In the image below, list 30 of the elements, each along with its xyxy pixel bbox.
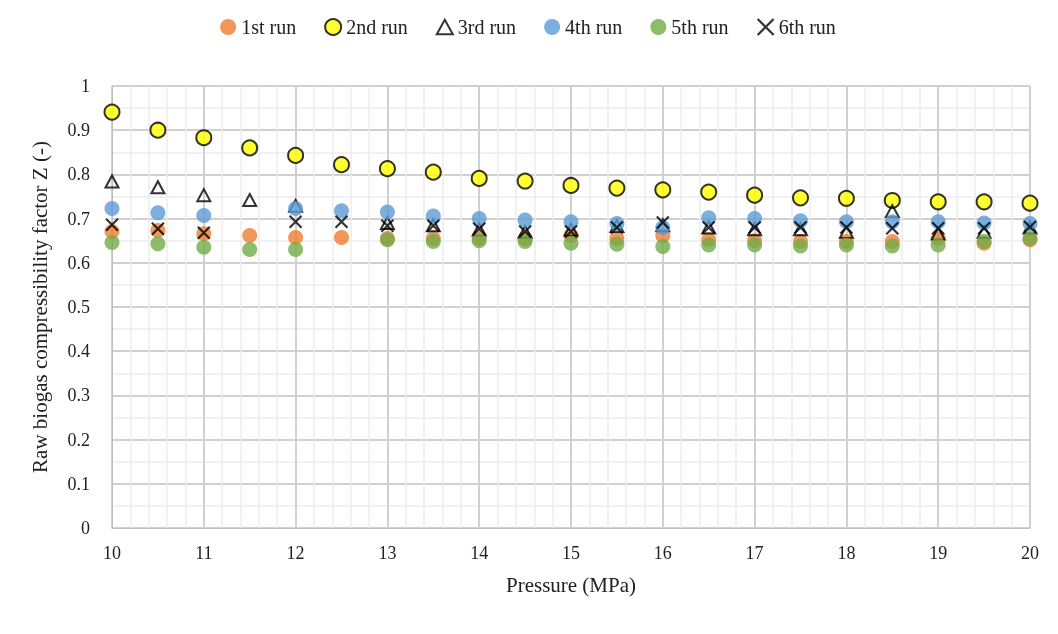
x-axis-title: Pressure (MPa): [505, 572, 637, 597]
y-tick-label: 0.2: [67, 429, 90, 450]
legend-label: 6th run: [778, 16, 836, 38]
x-tick-label: 18: [837, 543, 856, 563]
x-tick-label: 12: [286, 543, 305, 563]
legend-label: 5th run: [671, 16, 729, 38]
y-tick-label: 0.4: [67, 341, 90, 362]
y-tick-label: 0.9: [67, 120, 90, 141]
y-tick-label: 0.1: [67, 473, 90, 494]
x-tick-label: 20: [1021, 543, 1039, 563]
x-tick-label: 17: [745, 543, 764, 563]
x-tick-label: 19: [929, 543, 948, 563]
y-axis-title: Raw biogas compressibility factor Z (-): [27, 141, 52, 473]
legend-label: 4th run: [565, 16, 623, 38]
y-tick-label: 1: [81, 76, 90, 96]
y-tick-label: 0.7: [67, 208, 90, 229]
x-tick-label: 15: [562, 543, 580, 563]
x-tick-label: 11: [195, 543, 213, 563]
y-tick-label: 0.3: [67, 385, 90, 406]
y-tick-label: 0.8: [67, 164, 90, 185]
legend-label: 2nd run: [346, 16, 408, 38]
y-tick-label: 0: [81, 518, 90, 538]
y-tick-label: 0.6: [67, 252, 90, 273]
legend-label: 1st run: [241, 16, 297, 38]
y-tick-label: 0.5: [67, 297, 90, 317]
legend-label: 3rd run: [457, 16, 517, 38]
x-tick-label: 10: [103, 543, 121, 563]
x-tick-label: 16: [653, 543, 672, 563]
x-tick-label: 14: [470, 543, 489, 563]
x-tick-label: 13: [378, 543, 397, 563]
